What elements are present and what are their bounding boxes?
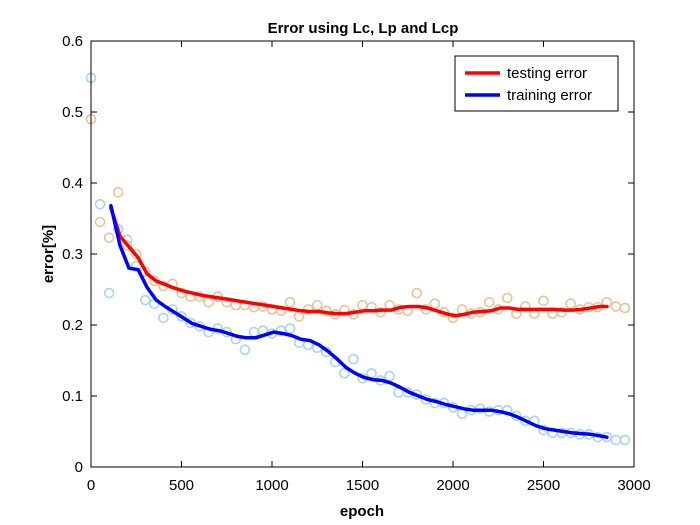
x-tick-label: 1000 bbox=[255, 477, 288, 494]
training-error-line bbox=[109, 203, 609, 439]
x-tick-label: 2000 bbox=[436, 477, 469, 494]
chart-title: Error using Lc, Lp and Lcp bbox=[268, 20, 459, 37]
testing-error-raw-point bbox=[311, 299, 323, 311]
testing-error-raw-point bbox=[121, 240, 133, 251]
x-axis-label: epoch bbox=[340, 503, 384, 520]
training-error-raw-point bbox=[239, 344, 251, 356]
y-tick-label: 0 bbox=[75, 459, 83, 476]
testing-error-raw-point bbox=[619, 302, 631, 314]
testing-error-raw-point bbox=[501, 292, 513, 304]
training-error-raw-point bbox=[176, 311, 187, 322]
testing-error-raw-point bbox=[103, 232, 115, 243]
y-tick-label: 0.3 bbox=[62, 246, 83, 263]
testing-error-raw-point bbox=[284, 296, 296, 308]
testing-error-raw-point bbox=[411, 287, 423, 299]
legend: testing error training error bbox=[454, 55, 619, 112]
testing-error-raw-point bbox=[447, 312, 459, 324]
testing-error-raw-point bbox=[94, 216, 106, 228]
training-error-raw-point bbox=[103, 287, 115, 299]
legend-box bbox=[454, 55, 619, 112]
testing-error-raw-point bbox=[538, 295, 549, 307]
training-error-raw-point bbox=[348, 353, 359, 365]
training-error-raw-point bbox=[284, 323, 296, 334]
x-tick-label: 0 bbox=[87, 477, 95, 494]
training-error-raw-point bbox=[619, 434, 631, 446]
training-error-raw-point bbox=[158, 312, 169, 324]
y-axis-label: error[%] bbox=[40, 225, 57, 283]
testing-error-raw-point bbox=[565, 298, 576, 310]
y-tick-label: 0.2 bbox=[62, 317, 83, 334]
legend-label-testing-error: testing error bbox=[507, 65, 587, 82]
training-error-raw-point bbox=[94, 199, 106, 210]
x-tick-label: 500 bbox=[169, 477, 194, 494]
training-error-raw-point bbox=[140, 294, 151, 306]
x-tick-label: 2500 bbox=[527, 477, 560, 494]
y-tick-label: 0.4 bbox=[62, 175, 83, 192]
x-tick-label: 1500 bbox=[346, 477, 379, 494]
testing-error-line bbox=[109, 206, 609, 318]
x-tick-label: 3000 bbox=[617, 477, 650, 494]
testing-error-raw-point bbox=[130, 248, 142, 260]
testing-error-raw-point bbox=[556, 306, 567, 318]
legend-label-training-error: training error bbox=[507, 87, 592, 104]
x-axis-ticks: 0 500 1000 1500 2000 2500 3000 bbox=[87, 41, 651, 494]
plot-area: 0 500 1000 1500 2000 2500 3000 0 0.1 0.2 0.3 0.4 0.… bbox=[62, 33, 651, 494]
testing-error-raw-point bbox=[483, 296, 495, 308]
testing-error-raw-point bbox=[429, 298, 441, 310]
training-error-raw-point bbox=[384, 370, 395, 382]
series-lines bbox=[109, 203, 609, 439]
y-tick-label: 0.1 bbox=[62, 388, 83, 405]
training-error-raw-point bbox=[339, 367, 350, 379]
testing-error-raw-point bbox=[112, 186, 124, 198]
y-axis-ticks: 0 0.1 0.2 0.3 0.4 0.5 0.6 bbox=[62, 33, 634, 476]
y-tick-label: 0.5 bbox=[62, 104, 83, 121]
y-tick-label: 0.6 bbox=[62, 33, 83, 50]
